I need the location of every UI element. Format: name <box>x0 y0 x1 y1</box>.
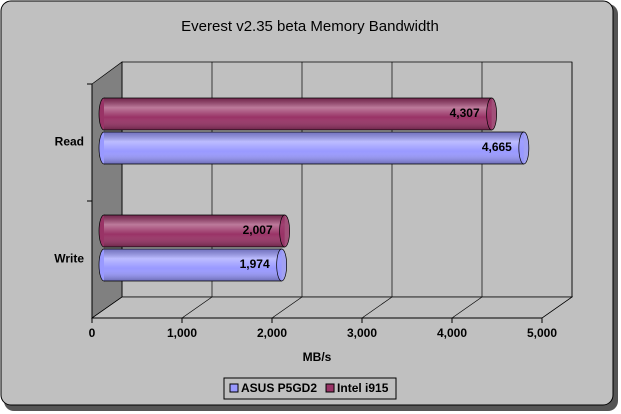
floor-grid-line <box>91 296 123 319</box>
x-tick-label: 1,000 <box>167 326 197 340</box>
bar-outline <box>104 131 524 165</box>
floor-grid-line <box>271 296 303 319</box>
x-axis-label: MB/s <box>303 350 332 364</box>
bar-shade <box>104 215 285 247</box>
x-tick-label: 5,000 <box>527 326 557 340</box>
floor-grid-line <box>541 296 573 319</box>
legend-swatch <box>325 383 335 393</box>
chart-title: Everest v2.35 beta Memory Bandwidth <box>181 18 439 35</box>
floor-grid-line <box>451 296 483 319</box>
floor <box>90 296 574 319</box>
bar-outline <box>104 248 282 282</box>
y-tick-label: Read <box>55 135 84 149</box>
bar-end <box>279 214 290 248</box>
bar-outline <box>104 97 492 131</box>
value-label: 2,007 <box>243 223 273 237</box>
legend-label: Intel i915 <box>337 381 389 395</box>
bar-shade <box>104 132 524 164</box>
bar-shade <box>104 98 492 130</box>
value-label: 4,665 <box>482 140 512 154</box>
floor-grid-line <box>181 296 213 319</box>
bar-shade <box>104 249 282 281</box>
legend-label: ASUS P5GD2 <box>241 381 317 395</box>
x-tick-label: 2,000 <box>257 326 287 340</box>
bar-end <box>276 248 288 282</box>
bar-outline <box>104 214 285 248</box>
floor-grid-line <box>361 296 393 319</box>
x-tick-label: 3,000 <box>347 326 377 340</box>
x-tick-label: 4,000 <box>437 326 467 340</box>
bar-end <box>486 97 497 131</box>
value-label: 4,307 <box>450 106 480 120</box>
x-tick-label: 0 <box>89 326 96 340</box>
legend-swatch <box>229 383 239 393</box>
value-label: 1,974 <box>240 257 270 271</box>
legend <box>223 377 397 400</box>
bar-end <box>518 131 530 165</box>
y-tick-label: Write <box>54 252 84 266</box>
